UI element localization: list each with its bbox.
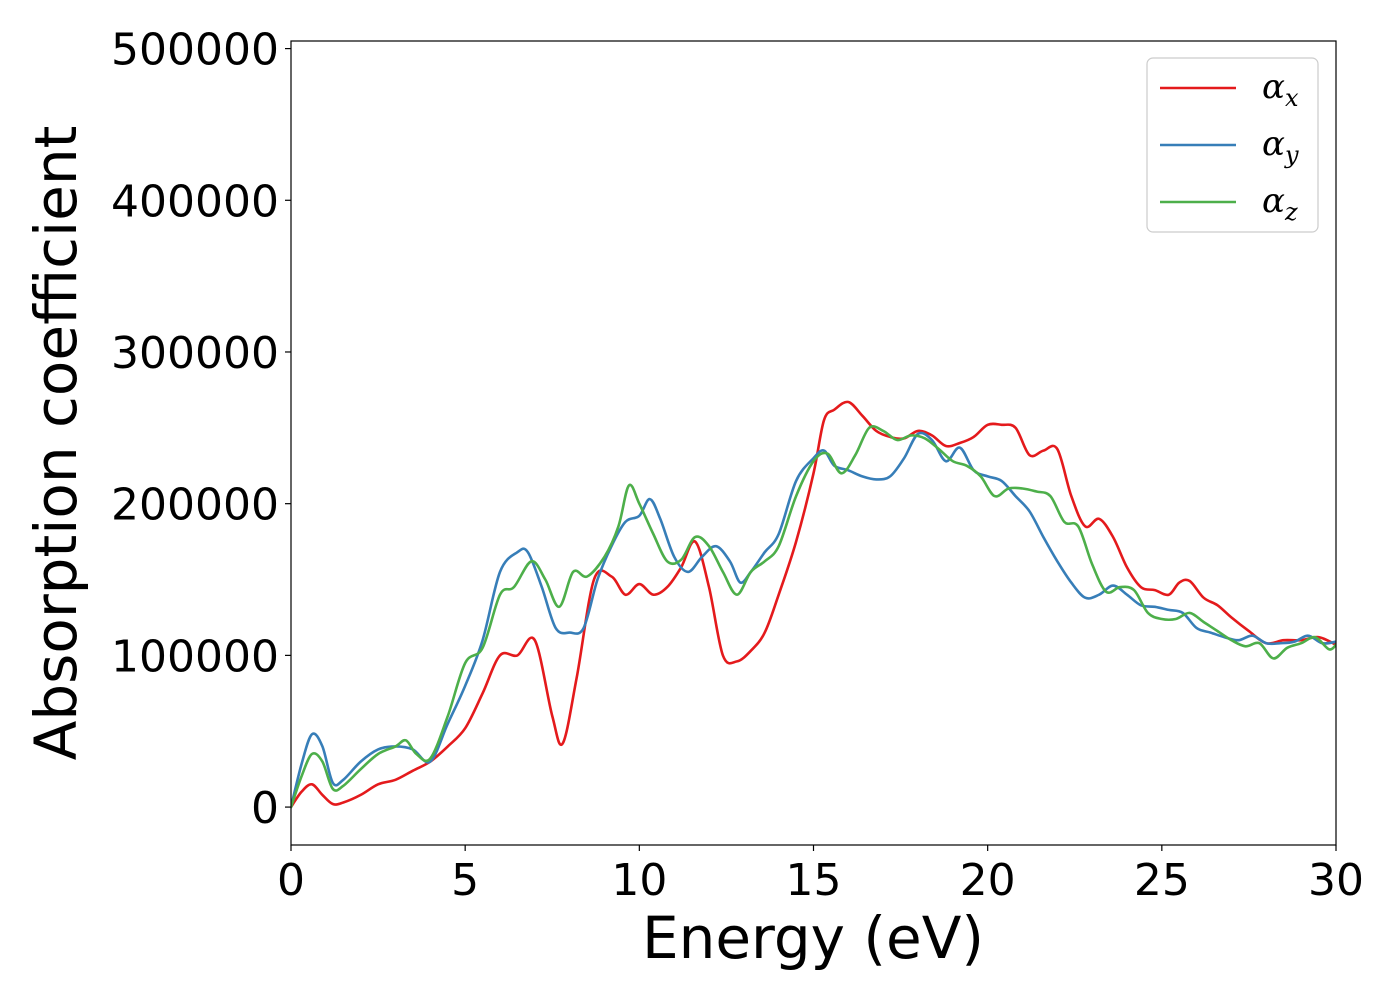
x-axis: 0 5 10 15 20 25 30: [277, 845, 1364, 906]
legend: αx αy αz: [1146, 57, 1319, 233]
x-tick-label: 15: [786, 855, 842, 906]
legend-label: αz: [1262, 181, 1298, 226]
y-tick-label: 300000: [111, 328, 279, 379]
x-tick-label: 10: [611, 855, 667, 906]
x-tick-label: 0: [277, 855, 305, 906]
legend-label: αx: [1262, 67, 1299, 112]
y-axis: 0 100000 200000 300000 400000 500000: [111, 25, 291, 834]
y-axis-title: Absorption coefficient: [22, 126, 90, 761]
x-axis-title: Energy (eV): [642, 904, 984, 972]
x-tick-label: 5: [451, 855, 479, 906]
x-tick-label: 30: [1308, 855, 1364, 906]
series-line-alpha-z: [291, 425, 1336, 809]
x-tick-label: 25: [1134, 855, 1190, 906]
legend-label: αy: [1262, 124, 1299, 169]
y-tick-label: 400000: [111, 176, 279, 227]
series-line-alpha-y: [291, 431, 1336, 809]
x-tick-label: 20: [960, 855, 1016, 906]
y-tick-label: 500000: [111, 25, 279, 76]
series-layer: [291, 400, 1336, 809]
y-tick-label: 100000: [111, 631, 279, 682]
series-line-alpha-x: [291, 400, 1336, 809]
y-tick-label: 0: [251, 783, 279, 834]
y-tick-label: 200000: [111, 480, 279, 531]
